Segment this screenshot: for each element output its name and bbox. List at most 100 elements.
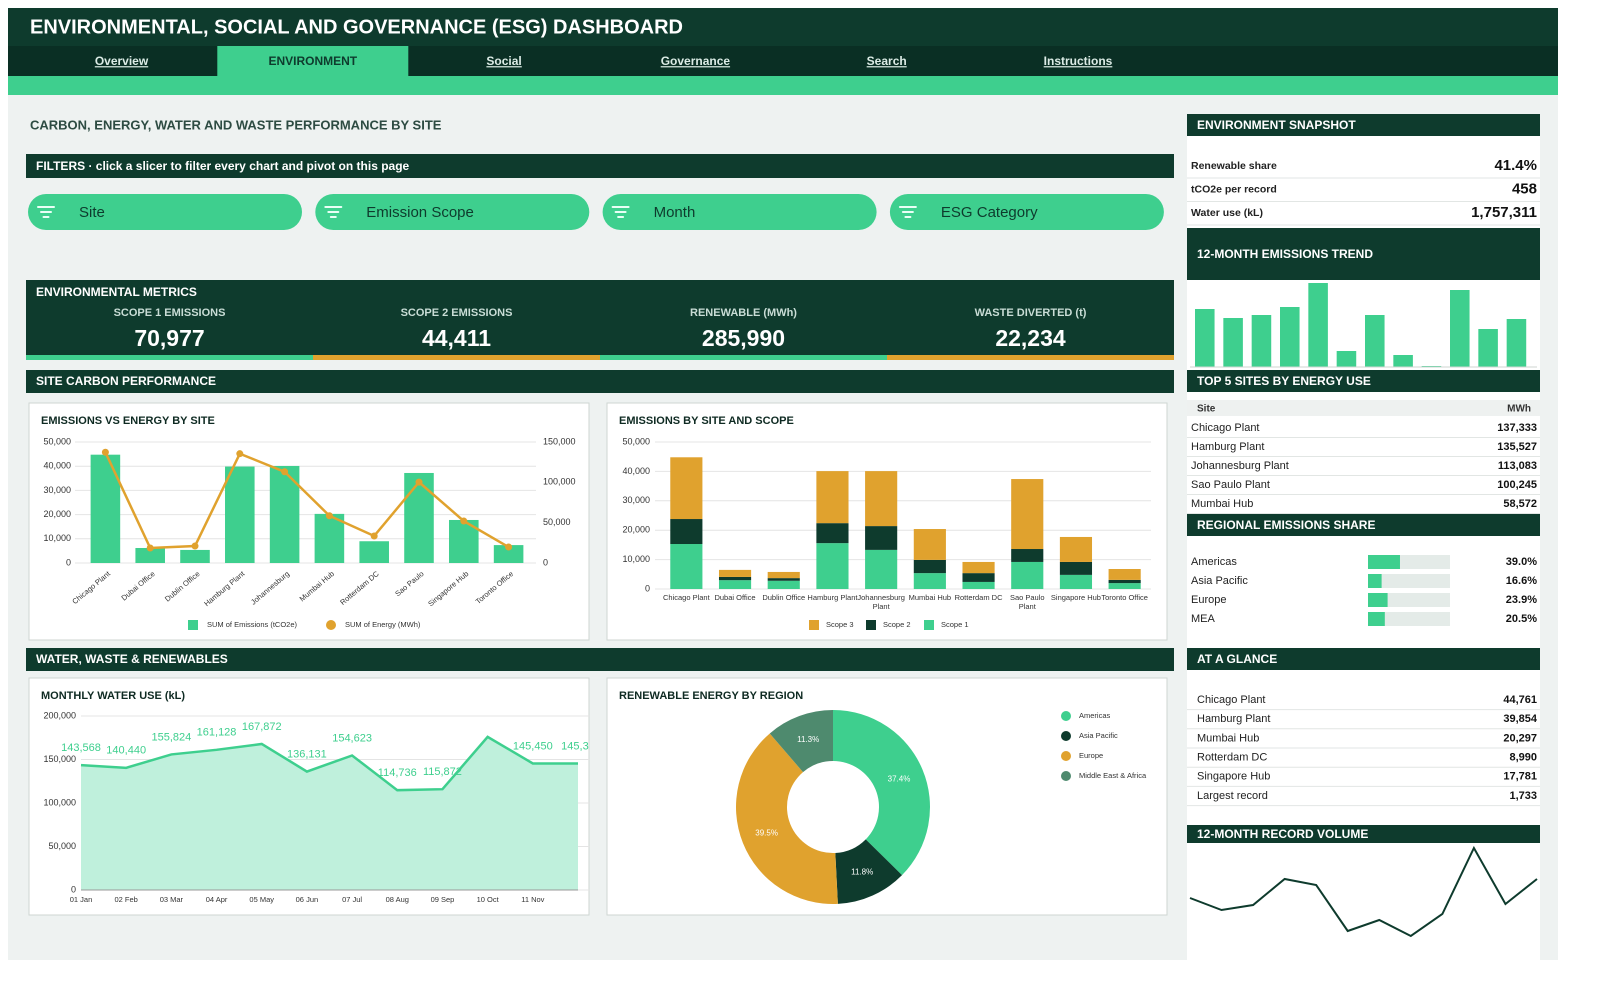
kpi-value: 22,234 bbox=[995, 325, 1066, 351]
nav-tab[interactable]: Instructions bbox=[1044, 54, 1113, 68]
glance-label: Largest record bbox=[1197, 790, 1268, 802]
slicer[interactable] bbox=[602, 194, 877, 230]
data-label: 136,131 bbox=[287, 748, 327, 760]
y-tick-label: 100,000 bbox=[543, 477, 576, 487]
table-cell: 58,572 bbox=[1503, 498, 1537, 510]
bar bbox=[135, 547, 165, 563]
y-tick-label: 30,000 bbox=[622, 495, 650, 505]
kpi-underline bbox=[313, 355, 600, 360]
x-tick-label: Dublin Office bbox=[762, 593, 805, 602]
bar bbox=[180, 549, 210, 563]
area-group: 143,568 01 Jan 140,440 02 Feb 155,824 03 Mar 1… bbox=[61, 721, 589, 904]
line-point bbox=[370, 532, 378, 540]
slicer[interactable] bbox=[28, 194, 302, 230]
line bbox=[104, 451, 510, 550]
bar-segment bbox=[913, 529, 946, 560]
data-label: 167,872 bbox=[242, 721, 282, 733]
glance-value: 39,854 bbox=[1503, 713, 1538, 725]
glance-label: Singapore Hub bbox=[1197, 771, 1270, 783]
legend-label: Europe bbox=[1079, 751, 1103, 760]
bar-track bbox=[1368, 593, 1450, 607]
bar-segment bbox=[1011, 479, 1044, 550]
x-tick-label: 01 Jan bbox=[70, 895, 93, 904]
glance-value: 8,990 bbox=[1509, 752, 1537, 764]
bar bbox=[1393, 355, 1413, 367]
legend-label: Americas bbox=[1079, 711, 1111, 720]
line-point bbox=[505, 543, 513, 551]
bar-segment bbox=[962, 573, 995, 582]
nav-tab[interactable]: Search bbox=[867, 54, 907, 68]
bar-segment bbox=[1108, 569, 1141, 580]
line bbox=[80, 735, 579, 792]
bar-segment bbox=[767, 580, 800, 589]
panel-title: 12-MONTH RECORD VOLUME bbox=[1197, 827, 1368, 841]
page-title: CARBON, ENERGY, WATER AND WASTE PERFORMA… bbox=[30, 117, 442, 132]
legend-swatch bbox=[188, 620, 198, 630]
x-tick-label: Chicago Plant bbox=[663, 593, 711, 602]
glance-value: 17,781 bbox=[1503, 771, 1537, 783]
x-tick-label: 02 Feb bbox=[115, 895, 138, 904]
legend-label: Scope 3 bbox=[826, 620, 854, 629]
donut-slice bbox=[769, 710, 833, 773]
bar-segment bbox=[670, 519, 703, 545]
x-tick-label: 07 Jul bbox=[342, 895, 362, 904]
panel-title: ENVIRONMENT SNAPSHOT bbox=[1197, 118, 1356, 132]
snapshot-value: 1,757,311 bbox=[1471, 204, 1537, 221]
nav-tab[interactable]: Overview bbox=[95, 54, 149, 68]
x-tick-label: Rotterdam DC bbox=[955, 593, 1004, 602]
nav-tab-active-bg bbox=[217, 46, 409, 76]
bar-segment bbox=[1059, 536, 1093, 562]
bar-track bbox=[1368, 574, 1450, 588]
nav-tab[interactable]: ENVIRONMENT bbox=[268, 54, 357, 68]
glance-label: Rotterdam DC bbox=[1197, 752, 1267, 764]
x-tick-label: Sao Paulo Plant bbox=[1010, 593, 1045, 611]
data-label: 140,440 bbox=[106, 745, 146, 757]
y-tick-label: 50,000 bbox=[622, 436, 650, 446]
line-point bbox=[460, 517, 468, 525]
bar-segment bbox=[670, 544, 703, 589]
line-point bbox=[415, 478, 423, 486]
category-label: Europe bbox=[1191, 594, 1226, 606]
slicer[interactable] bbox=[315, 194, 590, 230]
panel-header bbox=[1187, 648, 1540, 670]
x-tick-label: Mumbai Hub bbox=[909, 593, 952, 602]
line-point bbox=[281, 468, 289, 476]
slicer-label: Month bbox=[654, 204, 696, 221]
data-label: 145,450 bbox=[513, 740, 553, 752]
nav-tab[interactable]: Social bbox=[486, 54, 521, 68]
kpi-underline bbox=[600, 355, 887, 360]
slicer[interactable] bbox=[889, 194, 1164, 230]
y-tick-label: 0 bbox=[71, 884, 76, 894]
x-tick-label: 05 May bbox=[249, 895, 274, 904]
bar-segment bbox=[1059, 574, 1093, 589]
legend-label: Scope 1 bbox=[941, 620, 969, 629]
table-cell: Chicago Plant bbox=[1191, 422, 1260, 434]
glance-value: 44,761 bbox=[1503, 694, 1537, 706]
y-tick-label: 0 bbox=[543, 557, 548, 567]
bar bbox=[1368, 574, 1382, 588]
bar bbox=[1368, 612, 1385, 626]
bar bbox=[1506, 319, 1527, 367]
y-tick-label: 40,000 bbox=[43, 461, 71, 471]
x-tick-label: 10 Oct bbox=[477, 895, 500, 904]
bar bbox=[1450, 290, 1470, 367]
data-label: 20.5% bbox=[1506, 613, 1537, 625]
nav-tab[interactable]: Governance bbox=[661, 54, 731, 68]
data-label: 115,872 bbox=[423, 766, 462, 778]
slice-label: 11.3% bbox=[797, 735, 819, 744]
legend-swatch bbox=[1061, 731, 1071, 741]
x-tick-label: Dubai Office bbox=[714, 593, 755, 602]
bar-segment bbox=[1011, 561, 1044, 589]
panel-header bbox=[1187, 228, 1540, 280]
bar bbox=[90, 454, 121, 563]
donut-slice bbox=[835, 839, 903, 904]
bar-segment bbox=[1108, 579, 1141, 584]
bar bbox=[1336, 351, 1357, 367]
y-tick-label: 100,000 bbox=[43, 797, 76, 807]
kpi-label: RENEWABLE (MWh) bbox=[690, 307, 797, 319]
y-tick-label: 40,000 bbox=[622, 466, 650, 476]
bar bbox=[1280, 307, 1300, 367]
bar-segment bbox=[718, 580, 752, 589]
legend-label: Middle East & Africa bbox=[1079, 771, 1147, 780]
legend-swatch bbox=[866, 620, 876, 630]
